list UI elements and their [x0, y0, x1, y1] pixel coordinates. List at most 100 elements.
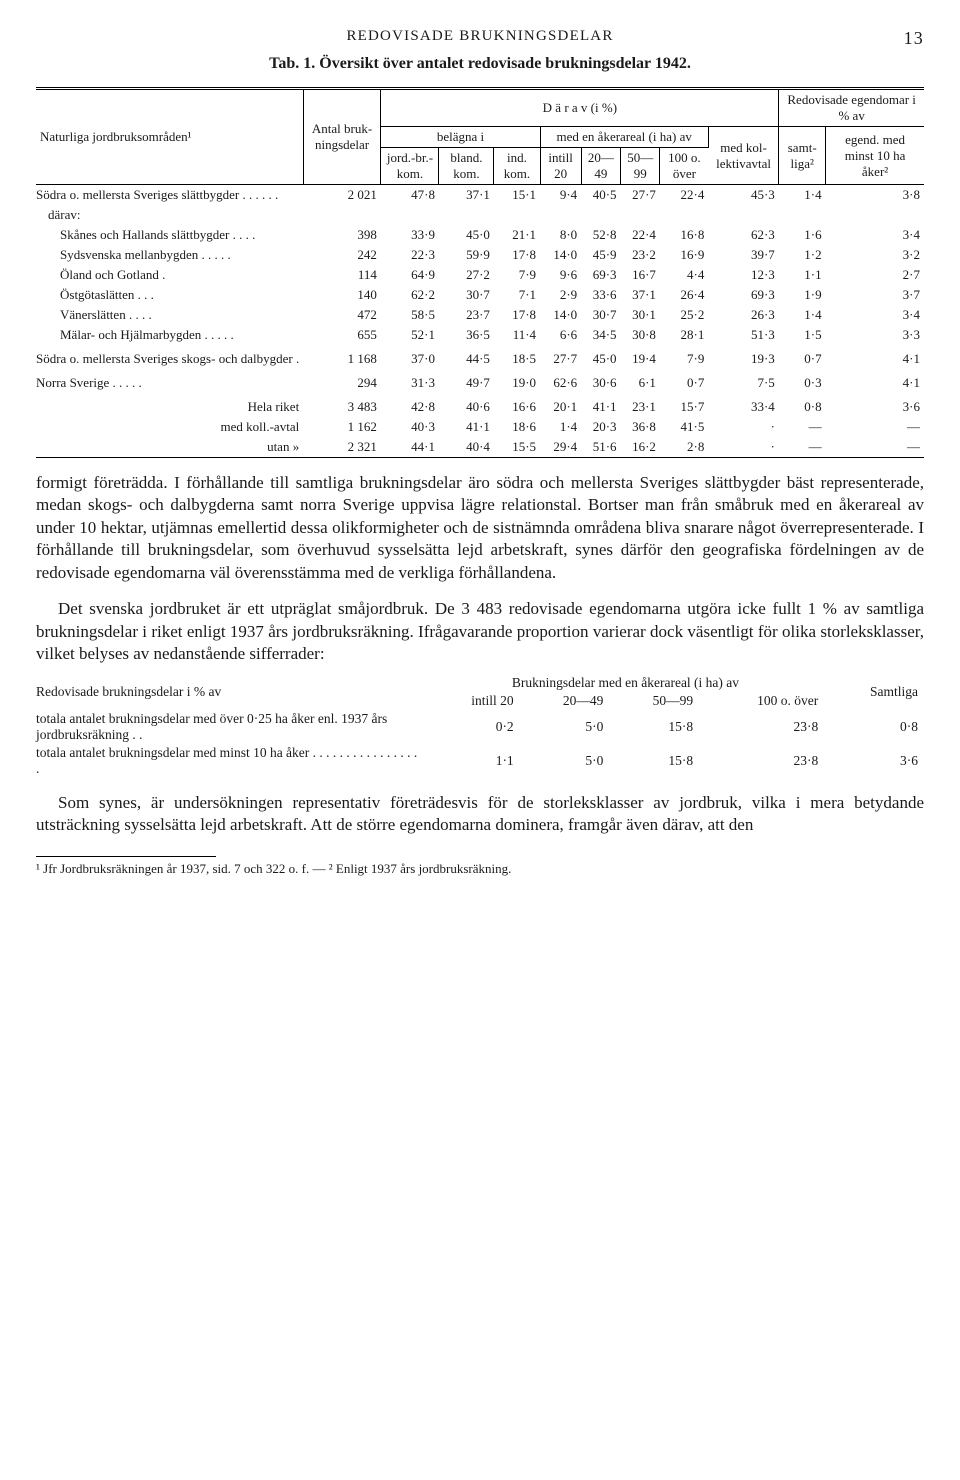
cell: 2·9 [540, 285, 581, 305]
cell: 15·8 [609, 710, 699, 744]
cell: 41·1 [581, 393, 620, 417]
paragraph-1: formigt företrädda. I förhållande till s… [36, 472, 924, 584]
table-row: Hela riket3 48342·840·616·620·141·123·11… [36, 393, 924, 417]
cell [494, 205, 540, 225]
cell: 398 [303, 225, 381, 245]
table-row: Södra o. mellersta Sveriges slättbygder … [36, 185, 924, 206]
cell: 5·0 [520, 710, 610, 744]
table-row: Södra o. mellersta Sveriges skogs- och d… [36, 345, 924, 369]
cell: 30·7 [439, 285, 494, 305]
cell: 1·4 [540, 417, 581, 437]
th-belagna: belägna i [381, 127, 540, 148]
cell: 1 168 [303, 345, 381, 369]
th-darav: D ä r a v (i %) [381, 89, 779, 127]
cell: 23·7 [439, 305, 494, 325]
th2-c3: 50—99 [609, 692, 699, 710]
row-label: totala antalet brukningsdelar med över 0… [36, 710, 427, 744]
cell: 3·4 [826, 305, 924, 325]
row-label: Södra o. mellersta Sveriges skogs- och d… [36, 345, 303, 369]
cell: 15·5 [494, 437, 540, 458]
cell: 140 [303, 285, 381, 305]
cell: 0·2 [427, 710, 520, 744]
cell: 1·5 [779, 325, 826, 345]
cell: 3·8 [826, 185, 924, 206]
cell: 30·6 [581, 369, 620, 393]
table-1: Naturliga jordbruks­områden¹ Antal bruk­… [36, 87, 924, 458]
cell: 7·9 [660, 345, 708, 369]
cell: 11·4 [494, 325, 540, 345]
cell: 27·7 [540, 345, 581, 369]
table-row: Vänerslätten . . . .47258·523·717·814·03… [36, 305, 924, 325]
row-label: Hela riket [36, 393, 303, 417]
cell: 40·3 [381, 417, 439, 437]
cell: 114 [303, 265, 381, 285]
row-label: Mälar- och Hjälmar­bygden . . . . . [36, 325, 303, 345]
cell: — [779, 417, 826, 437]
table-row: Sydsvenska mellan­bygden . . . . .24222·… [36, 245, 924, 265]
cell: 69·3 [581, 265, 620, 285]
th-aker: med en åkerareal (i ha) av [540, 127, 708, 148]
cell: 1 162 [303, 417, 381, 437]
cell: — [826, 417, 924, 437]
cell: 47·8 [381, 185, 439, 206]
table-row: Norra Sverige . . . . .29431·349·719·062… [36, 369, 924, 393]
cell: 0·8 [824, 710, 924, 744]
cell: 28·1 [660, 325, 708, 345]
cell: 0·8 [779, 393, 826, 417]
th-a1: intill 20 [540, 148, 581, 185]
cell: 4·1 [826, 345, 924, 369]
cell: 23·2 [621, 245, 660, 265]
cell [303, 205, 381, 225]
cell: 9·6 [540, 265, 581, 285]
cell: 19·0 [494, 369, 540, 393]
cell: 22·4 [660, 185, 708, 206]
cell: 41·5 [660, 417, 708, 437]
cell: 36·5 [439, 325, 494, 345]
cell: 2 321 [303, 437, 381, 458]
th-ind: ind. kom. [494, 148, 540, 185]
cell [779, 205, 826, 225]
cell: 8·0 [540, 225, 581, 245]
cell: 16·9 [660, 245, 708, 265]
cell: 6·6 [540, 325, 581, 345]
cell: 655 [303, 325, 381, 345]
th2-c2: 20—49 [520, 692, 610, 710]
th-samt: samt­liga² [779, 127, 826, 185]
cell: 64·9 [381, 265, 439, 285]
cell: 22·3 [381, 245, 439, 265]
cell [439, 205, 494, 225]
cell: 7·5 [708, 369, 778, 393]
cell: 33·6 [581, 285, 620, 305]
cell: 14·0 [540, 305, 581, 325]
row-label: utan » [36, 437, 303, 458]
cell: 45·9 [581, 245, 620, 265]
cell: 18·5 [494, 345, 540, 369]
cell: 16·6 [494, 393, 540, 417]
th-a2: 20—49 [581, 148, 620, 185]
cell: 4·4 [660, 265, 708, 285]
cell: 18·6 [494, 417, 540, 437]
cell: 15·1 [494, 185, 540, 206]
cell: 45·3 [708, 185, 778, 206]
cell: 17·8 [494, 305, 540, 325]
cell: 3 483 [303, 393, 381, 417]
footnotes: ¹ Jfr Jordbruksräkningen år 1937, sid. 7… [36, 861, 924, 877]
cell [660, 205, 708, 225]
cell: · [708, 437, 778, 458]
cell: 49·7 [439, 369, 494, 393]
table-row: totala antalet brukningsdelar med minst … [36, 744, 924, 778]
th-a3: 50—99 [621, 148, 660, 185]
row-label: Skånes och Hallands slättbygder . . . . [36, 225, 303, 245]
cell: 58·5 [381, 305, 439, 325]
cell: · [708, 417, 778, 437]
row-label: Östgötaslätten . . . [36, 285, 303, 305]
row-label: därav: [36, 205, 303, 225]
cell: 42·8 [381, 393, 439, 417]
th-bland: bland. kom. [439, 148, 494, 185]
cell: 1·9 [779, 285, 826, 305]
cell: 40·5 [581, 185, 620, 206]
cell: 7·1 [494, 285, 540, 305]
th2-span: Brukningsdelar med en åkerareal (i ha) a… [427, 674, 825, 692]
cell: 59·9 [439, 245, 494, 265]
th-koll: med kol­lek­tivav­tal [708, 127, 778, 185]
